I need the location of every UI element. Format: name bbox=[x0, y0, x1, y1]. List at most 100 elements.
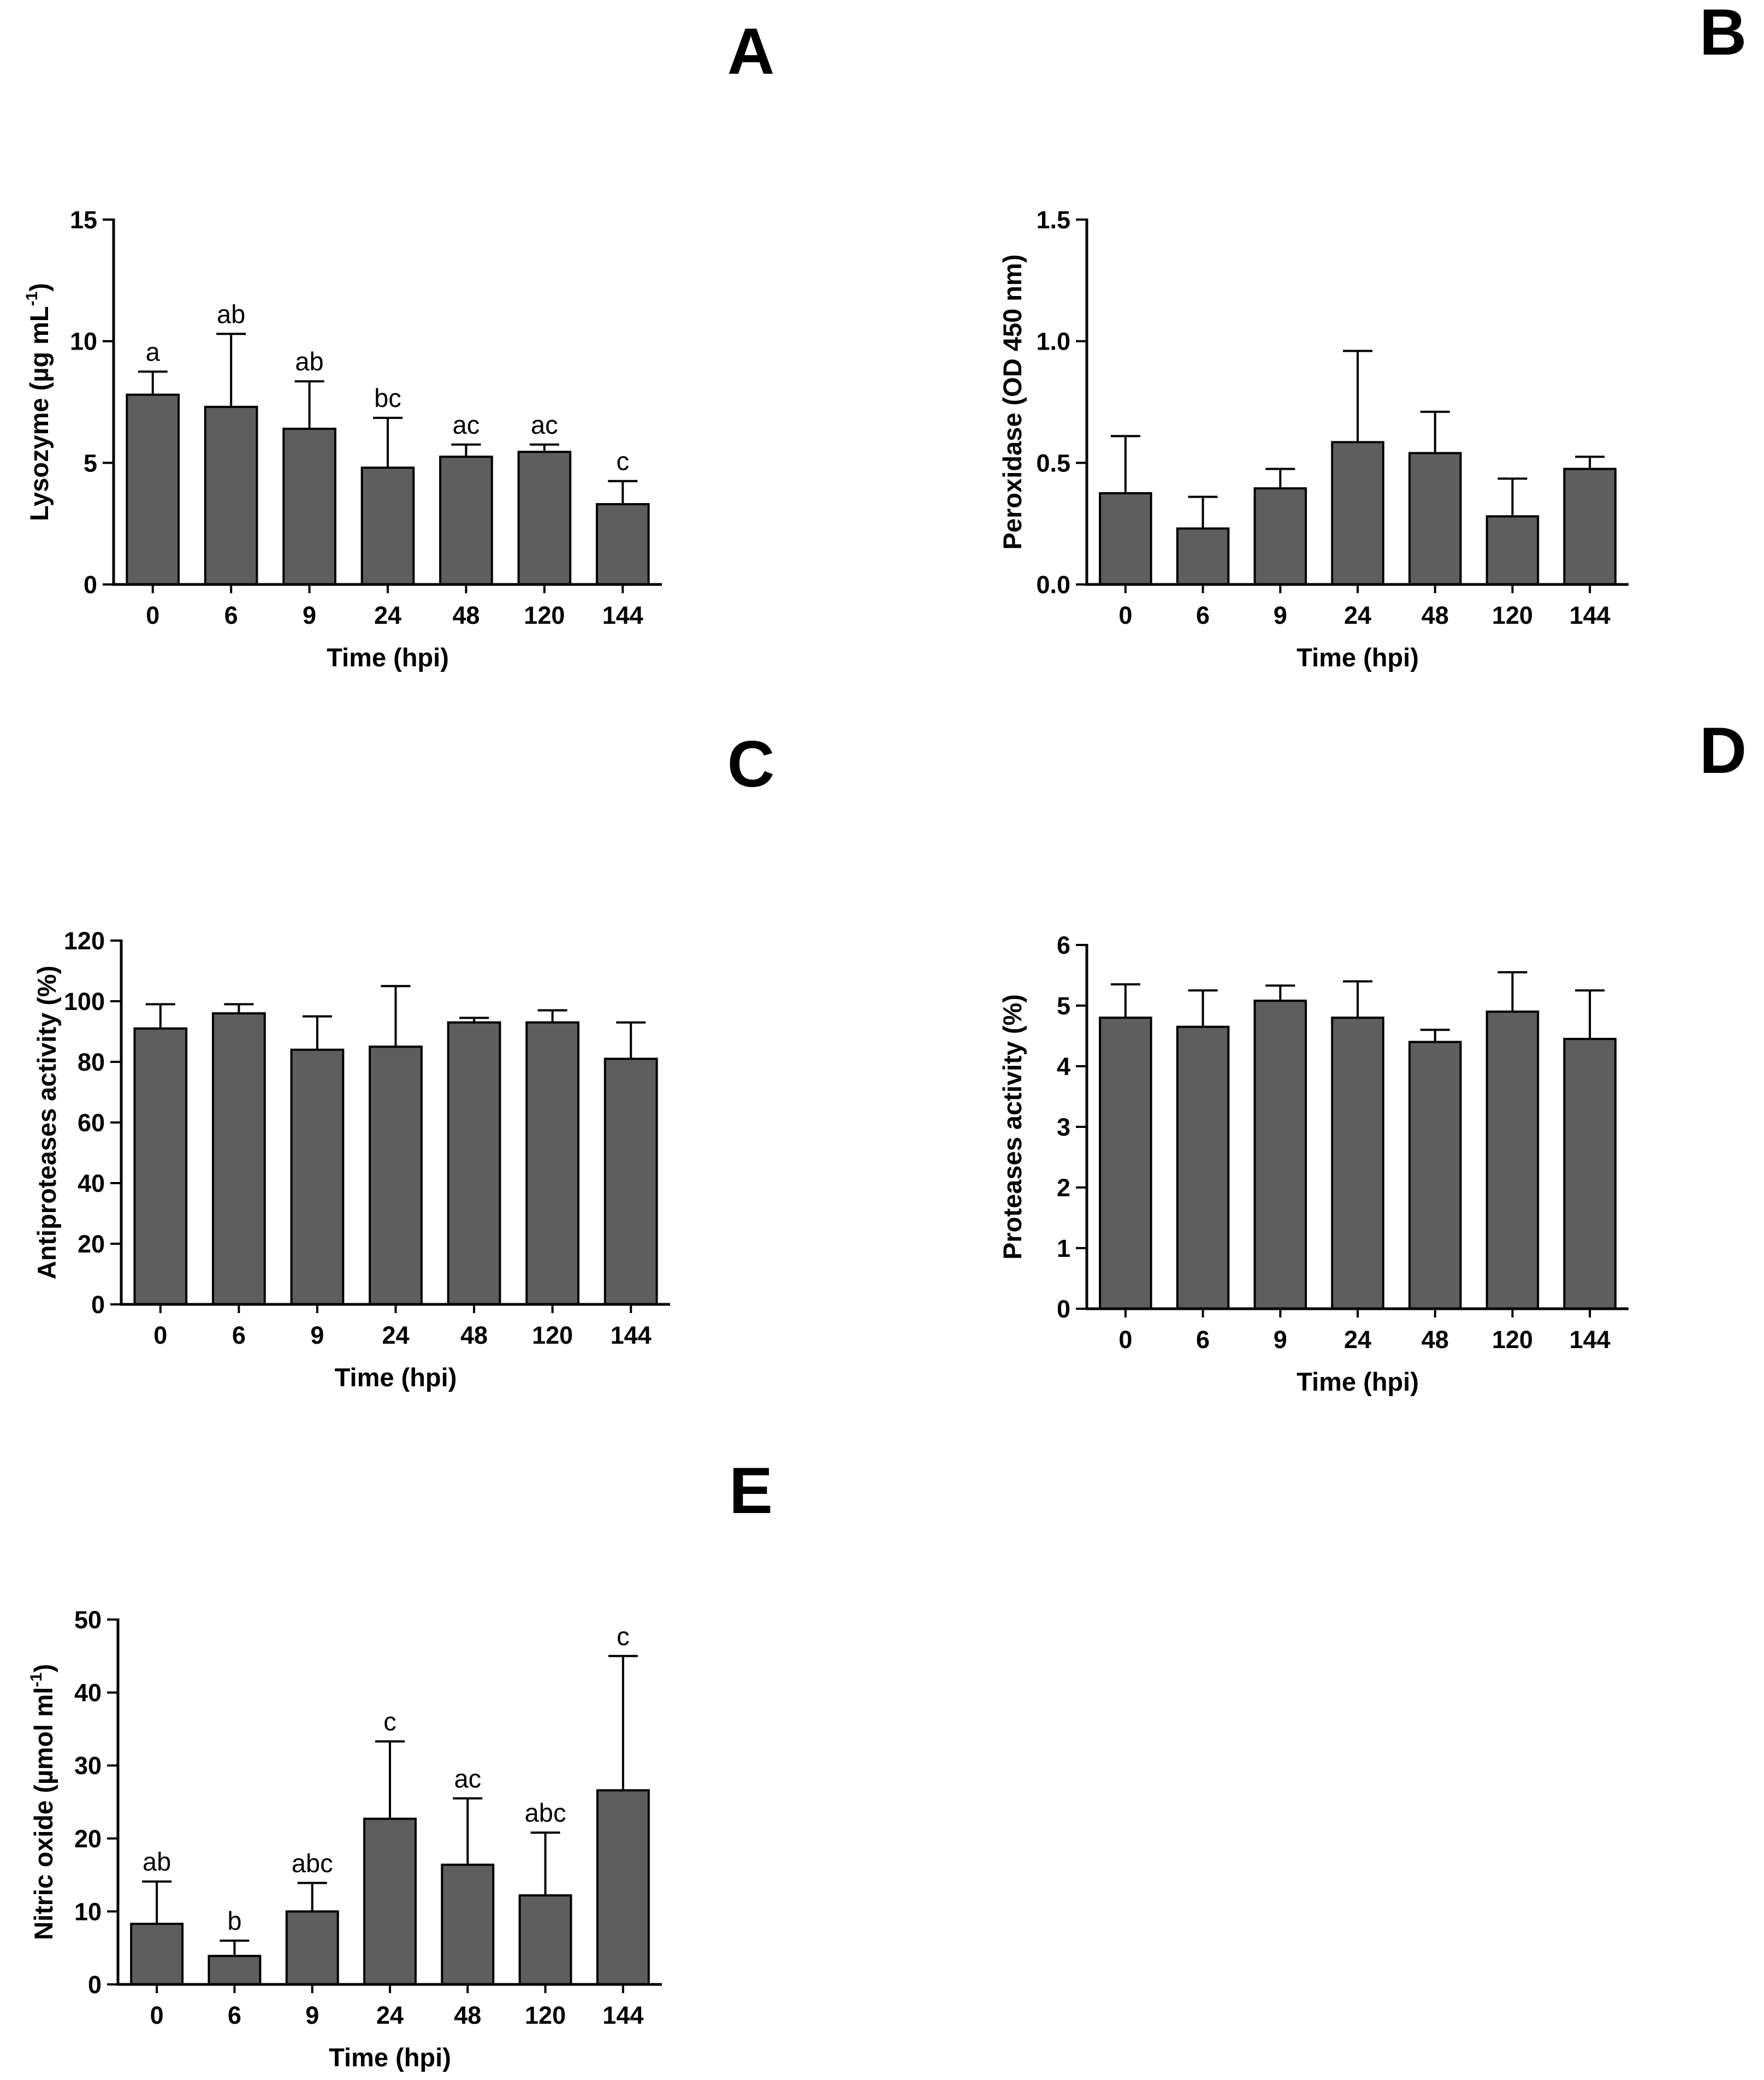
panel-e-bar bbox=[208, 1954, 262, 1986]
panel-c-letter: C bbox=[727, 728, 775, 801]
panel-a-x-tick-label: 24 bbox=[374, 601, 401, 629]
panel-e-x-tick-label: 144 bbox=[602, 2001, 643, 2029]
panel-a-y-axis-label-part: ) bbox=[25, 283, 54, 292]
panel-a-significance-letter: ac bbox=[453, 410, 480, 439]
panel-a-bar bbox=[282, 427, 336, 586]
panel-e-x-tick-label: 24 bbox=[376, 2001, 404, 2029]
panel-e-y-tick-label: 10 bbox=[74, 1898, 102, 1925]
panel-d-y-tick-label: 3 bbox=[1057, 1113, 1070, 1141]
panel-d-x-tick-label: 9 bbox=[1274, 1326, 1287, 1354]
panel-b-y-tick-label: 0.5 bbox=[1036, 449, 1070, 477]
panel-e-x-tick-label: 6 bbox=[228, 2001, 241, 2029]
panel-d-bar bbox=[1485, 1011, 1540, 1310]
panel-e-x-tick-label: 0 bbox=[150, 2001, 164, 2029]
panel-b-bar bbox=[1331, 441, 1384, 586]
panel-a-bar bbox=[517, 451, 572, 586]
panel-b-bar bbox=[1176, 527, 1230, 586]
panel-b-y-tick-label: 1.5 bbox=[1036, 206, 1070, 234]
panel-a-y-tick-label: 0 bbox=[84, 571, 97, 599]
panel-e-y-axis-label-part: -1 bbox=[27, 1673, 45, 1687]
panel-d-bar bbox=[1176, 1025, 1230, 1310]
panel-e-bar bbox=[285, 1910, 339, 1986]
panel-c-y-tick-label: 60 bbox=[78, 1109, 105, 1137]
panel-b-bar bbox=[1563, 468, 1617, 586]
panel-b-bar bbox=[1485, 515, 1540, 586]
panel-a-bar bbox=[360, 466, 415, 586]
panel-a-bar bbox=[126, 393, 180, 586]
panel-c-bar bbox=[133, 1027, 188, 1305]
panel-a-x-tick-label: 144 bbox=[602, 601, 643, 629]
panel-e-y-tick-label: 20 bbox=[74, 1825, 102, 1853]
panel-c-y-axis-label: Antiproteases activity (%) bbox=[32, 966, 61, 1280]
panel-e-y-axis-label: Nitric oxide (µmol ml-1) bbox=[27, 1664, 58, 1940]
chart-panel-a: A 0 a 6 ab 9 ab 24 bc 48 ac 120 ac 144 c 0 5 10 15 Time (hp… bbox=[23, 15, 774, 672]
panel-c-y-tick-label: 40 bbox=[78, 1169, 105, 1197]
panel-b-bar bbox=[1099, 492, 1152, 586]
panel-a-y-axis-label-part: -1 bbox=[23, 292, 41, 306]
panel-a-x-tick-label: 48 bbox=[452, 601, 480, 629]
panel-b-y-axis-label: Peroxidase (OD 450 nm) bbox=[998, 255, 1027, 550]
panel-e-x-tick-label: 9 bbox=[305, 2001, 319, 2029]
panel-e-y-axis-label-part: Nitric oxide (µmol ml bbox=[29, 1687, 58, 1940]
panel-b-x-tick-label: 24 bbox=[1344, 601, 1371, 629]
chart-panel-e: E 0 ab 6 b 9 abc 24 c 48 ac 120 abc 144 c 0 10 20 30 40 50 Ti… bbox=[27, 1454, 773, 2072]
panel-b-x-tick-label: 120 bbox=[1492, 601, 1533, 629]
panel-e-bar bbox=[363, 1817, 417, 1986]
panel-a-significance-letter: ab bbox=[295, 347, 323, 376]
panel-e-x-axis-label: Time (hpi) bbox=[329, 2043, 451, 2072]
panel-a-x-tick-label: 0 bbox=[146, 601, 159, 629]
panel-e-x-tick-label: 120 bbox=[525, 2001, 566, 2029]
panel-a-significance-letter: c bbox=[617, 447, 630, 476]
panel-a-bar bbox=[595, 503, 650, 586]
panel-e-significance-letter: c bbox=[617, 1622, 630, 1651]
panel-e-y-tick-label: 40 bbox=[74, 1679, 102, 1707]
panel-c-x-axis-label: Time (hpi) bbox=[335, 1363, 457, 1392]
panel-c-x-tick-label: 9 bbox=[310, 1321, 324, 1349]
panel-e-y-tick-label: 50 bbox=[74, 1606, 102, 1634]
panel-b-y-axis-label-part: Peroxidase (OD 450 nm) bbox=[998, 255, 1027, 550]
panel-c-y-tick-label: 120 bbox=[64, 927, 105, 955]
panel-d-bar bbox=[1408, 1041, 1462, 1310]
panel-d-x-tick-label: 48 bbox=[1422, 1326, 1449, 1354]
panel-e-y-axis-label-part: ) bbox=[29, 1664, 58, 1673]
panel-d-x-tick-label: 24 bbox=[1344, 1326, 1371, 1354]
panel-b-letter: B bbox=[1700, 0, 1747, 69]
panel-a-y-tick-label: 10 bbox=[70, 328, 97, 356]
panel-b-x-axis-label: Time (hpi) bbox=[1297, 643, 1419, 672]
panel-a-x-tick-label: 120 bbox=[524, 601, 565, 629]
panel-c-x-tick-label: 0 bbox=[153, 1321, 167, 1349]
panel-b-x-tick-label: 6 bbox=[1196, 601, 1210, 629]
panel-e-significance-letter: ac bbox=[454, 1764, 481, 1793]
panel-c-y-tick-label: 80 bbox=[78, 1048, 105, 1076]
panel-c-x-tick-label: 144 bbox=[611, 1321, 652, 1349]
panel-e-significance-letter: abc bbox=[525, 1798, 566, 1827]
panel-a-x-axis-label: Time (hpi) bbox=[327, 643, 449, 672]
panel-e-letter: E bbox=[729, 1454, 773, 1527]
panel-d-x-tick-label: 120 bbox=[1492, 1326, 1533, 1354]
panel-b-x-tick-label: 9 bbox=[1274, 601, 1287, 629]
chart-panel-d: D 0 6 9 24 48 120 144 0 1 2 3 4 5 6 Time (hpi) Proteases… bbox=[998, 714, 1747, 1396]
panel-a-bar bbox=[439, 456, 493, 586]
panel-c-y-axis-label-part: Antiproteases activity (%) bbox=[32, 966, 61, 1280]
panel-c-x-tick-label: 6 bbox=[232, 1321, 246, 1349]
panel-a-bar bbox=[204, 405, 258, 586]
panel-a-significance-letter: bc bbox=[374, 383, 401, 412]
panel-c-y-tick-label: 100 bbox=[64, 988, 105, 1015]
panel-c-bar bbox=[525, 1021, 580, 1305]
panel-e-significance-letter: c bbox=[383, 1707, 396, 1736]
panel-d-x-tick-label: 0 bbox=[1118, 1326, 1132, 1354]
panel-d-y-tick-label: 0 bbox=[1057, 1295, 1070, 1323]
panel-e-bar bbox=[596, 1789, 650, 1986]
panel-d-y-tick-label: 2 bbox=[1057, 1174, 1070, 1202]
panel-e-bar bbox=[518, 1894, 572, 1986]
panel-a-x-tick-label: 6 bbox=[224, 601, 238, 629]
chart-panel-b: B 0 6 9 24 48 120 144 0.0 0.5 1.0 1.5 Time (hpi) Pero… bbox=[998, 0, 1747, 672]
panel-a-letter: A bbox=[727, 15, 775, 88]
panel-d-bar bbox=[1331, 1017, 1384, 1310]
panel-d-x-tick-label: 6 bbox=[1196, 1326, 1210, 1354]
panel-e-x-tick-label: 48 bbox=[454, 2001, 481, 2029]
panel-a-y-tick-label: 5 bbox=[84, 449, 97, 477]
panel-c-bar bbox=[369, 1045, 423, 1305]
panel-c-bar bbox=[603, 1057, 658, 1305]
